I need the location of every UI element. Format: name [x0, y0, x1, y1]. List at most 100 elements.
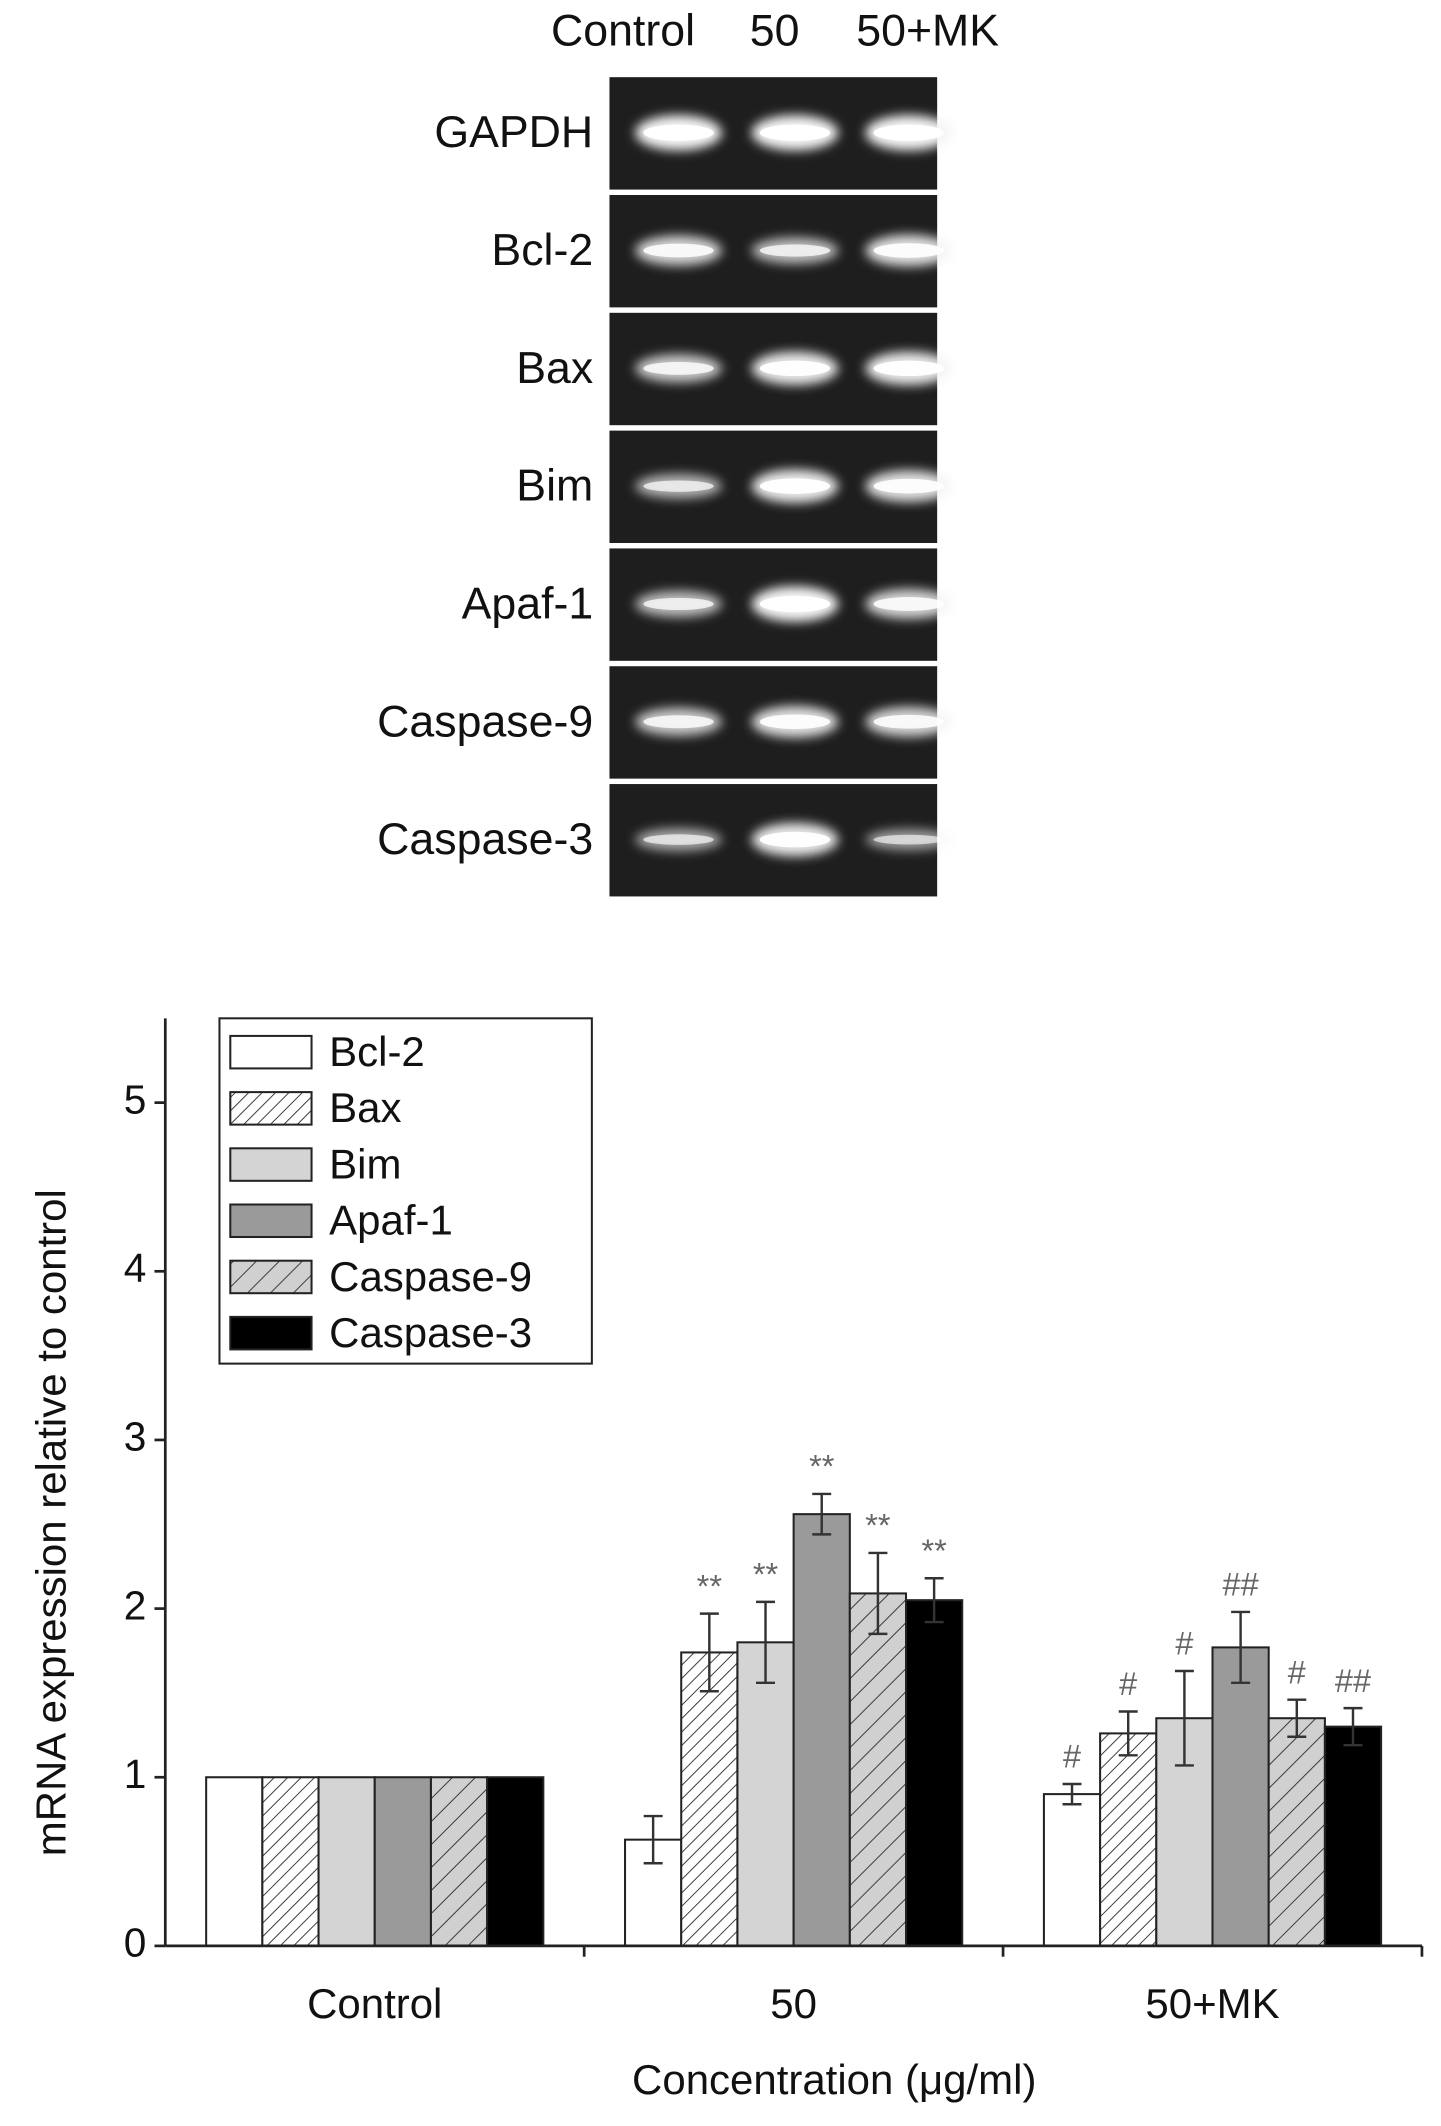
x-axis-label: Concentration (μg/ml) [632, 2056, 1036, 2103]
y-tick-label: 1 [124, 1751, 147, 1797]
bar [1211, 1646, 1270, 1947]
y-tick-label: 5 [124, 1076, 147, 1122]
bar [1099, 1732, 1158, 1947]
bar [1323, 1725, 1383, 1947]
bar [261, 1776, 320, 1947]
legend-label: Apaf-1 [329, 1197, 453, 1244]
bar [1155, 1717, 1214, 1947]
gel-band-core [873, 243, 944, 258]
bar [736, 1641, 795, 1947]
gel-band-core [643, 597, 714, 611]
y-tick-label: 3 [124, 1414, 147, 1460]
bar [848, 1592, 908, 1947]
gel-band-core [759, 831, 831, 848]
significance-mark: # [1175, 1626, 1193, 1662]
error-bar [1343, 1706, 1363, 1747]
significance-mark: # [1119, 1666, 1137, 1702]
gel-band-core [873, 597, 944, 611]
legend-swatch [229, 1203, 313, 1239]
lane-label: 50+MK [856, 7, 999, 56]
significance-mark: ** [809, 1449, 835, 1485]
x-tick-label: 50 [770, 1980, 817, 2027]
bar [205, 1776, 264, 1947]
lane-label: Control [551, 7, 695, 56]
gel-band-core [759, 124, 831, 141]
bar [429, 1776, 489, 1947]
row-label: Bim [516, 462, 593, 511]
bar [486, 1776, 545, 1947]
significance-mark: # [1288, 1654, 1306, 1690]
error-bar [1174, 1669, 1194, 1767]
gel-band-core [643, 480, 714, 492]
gel-panel: Control 50 50+MK GAPDH Bcl-2 Bax Bim Apaf-1 Casp… [377, 7, 999, 897]
error-bar [1118, 1710, 1138, 1757]
legend-label: Bcl-2 [329, 1028, 425, 1075]
error-bar [699, 1612, 719, 1693]
gel-band-core [873, 834, 944, 845]
legend-label: Caspase-9 [329, 1253, 532, 1300]
row-label: Bcl-2 [491, 226, 593, 275]
gel-band-core [643, 124, 714, 141]
significance-mark: ** [921, 1533, 947, 1569]
row-label: Apaf-1 [462, 579, 594, 628]
gel-band-core [759, 714, 831, 730]
y-axis-label: mRNA expression relative to control [27, 1189, 74, 1856]
x-tick-label: Control [307, 1980, 442, 2027]
legend: Bcl-2 Bax Bim Apaf-1 Caspase-9 Caspase-3 [218, 1017, 593, 1365]
bar-chart: 0 1 2 3 4 5 Control 50 50+MK # ** # ** # ** ## ** # ** ## mR… [27, 1017, 1424, 2103]
gel-band-core [873, 478, 944, 494]
gel-band-core [873, 360, 944, 377]
significance-mark: ** [865, 1508, 891, 1544]
row-label: Caspase-3 [377, 815, 593, 864]
lane-label: 50 [750, 7, 800, 56]
bar [317, 1776, 376, 1947]
bar [792, 1513, 851, 1947]
y-tick-label: 4 [124, 1245, 147, 1291]
significance-mark: ** [697, 1568, 723, 1604]
error-bar [1062, 1782, 1082, 1806]
significance-mark: ## [1335, 1663, 1371, 1699]
legend-swatch [229, 1315, 313, 1351]
gel-band-core [643, 361, 714, 375]
gel-band-core [759, 244, 831, 257]
legend-label: Bim [329, 1140, 401, 1187]
bar [905, 1599, 964, 1947]
significance-mark: # [1063, 1739, 1081, 1775]
error-bar [868, 1551, 888, 1636]
error-bar [756, 1600, 776, 1685]
error-bar [643, 1814, 663, 1865]
y-tick-label: 2 [124, 1582, 147, 1628]
error-bar [1287, 1698, 1307, 1738]
gel-band-core [643, 715, 714, 729]
gel-band-core [643, 243, 714, 258]
gel-band-core [643, 834, 714, 845]
bar [1267, 1717, 1326, 1947]
legend-swatch [229, 1091, 313, 1126]
legend-swatch [229, 1147, 313, 1182]
significance-mark: ** [753, 1557, 779, 1593]
bar [373, 1776, 432, 1947]
legend-label: Bax [329, 1084, 401, 1131]
error-bar [812, 1492, 832, 1536]
gel-band-core [873, 124, 944, 141]
row-label: GAPDH [434, 108, 593, 157]
error-bar [924, 1577, 944, 1624]
gel-band-core [873, 714, 944, 729]
gel-band-core [759, 595, 831, 613]
bar [680, 1651, 739, 1947]
row-label: Caspase-9 [377, 697, 593, 746]
error-bar [1231, 1610, 1251, 1685]
significance-mark: ## [1223, 1567, 1259, 1603]
y-tick-label: 0 [124, 1920, 147, 1966]
row-label: Bax [516, 344, 593, 393]
bar [1042, 1793, 1102, 1947]
legend-box [218, 1017, 593, 1365]
legend-swatch [229, 1034, 313, 1070]
gel-band-core [759, 478, 831, 494]
x-tick-label: 50+MK [1145, 1980, 1279, 2027]
legend-swatch [229, 1259, 313, 1295]
gel-band-core [759, 360, 831, 377]
legend-label: Caspase-3 [329, 1309, 532, 1356]
